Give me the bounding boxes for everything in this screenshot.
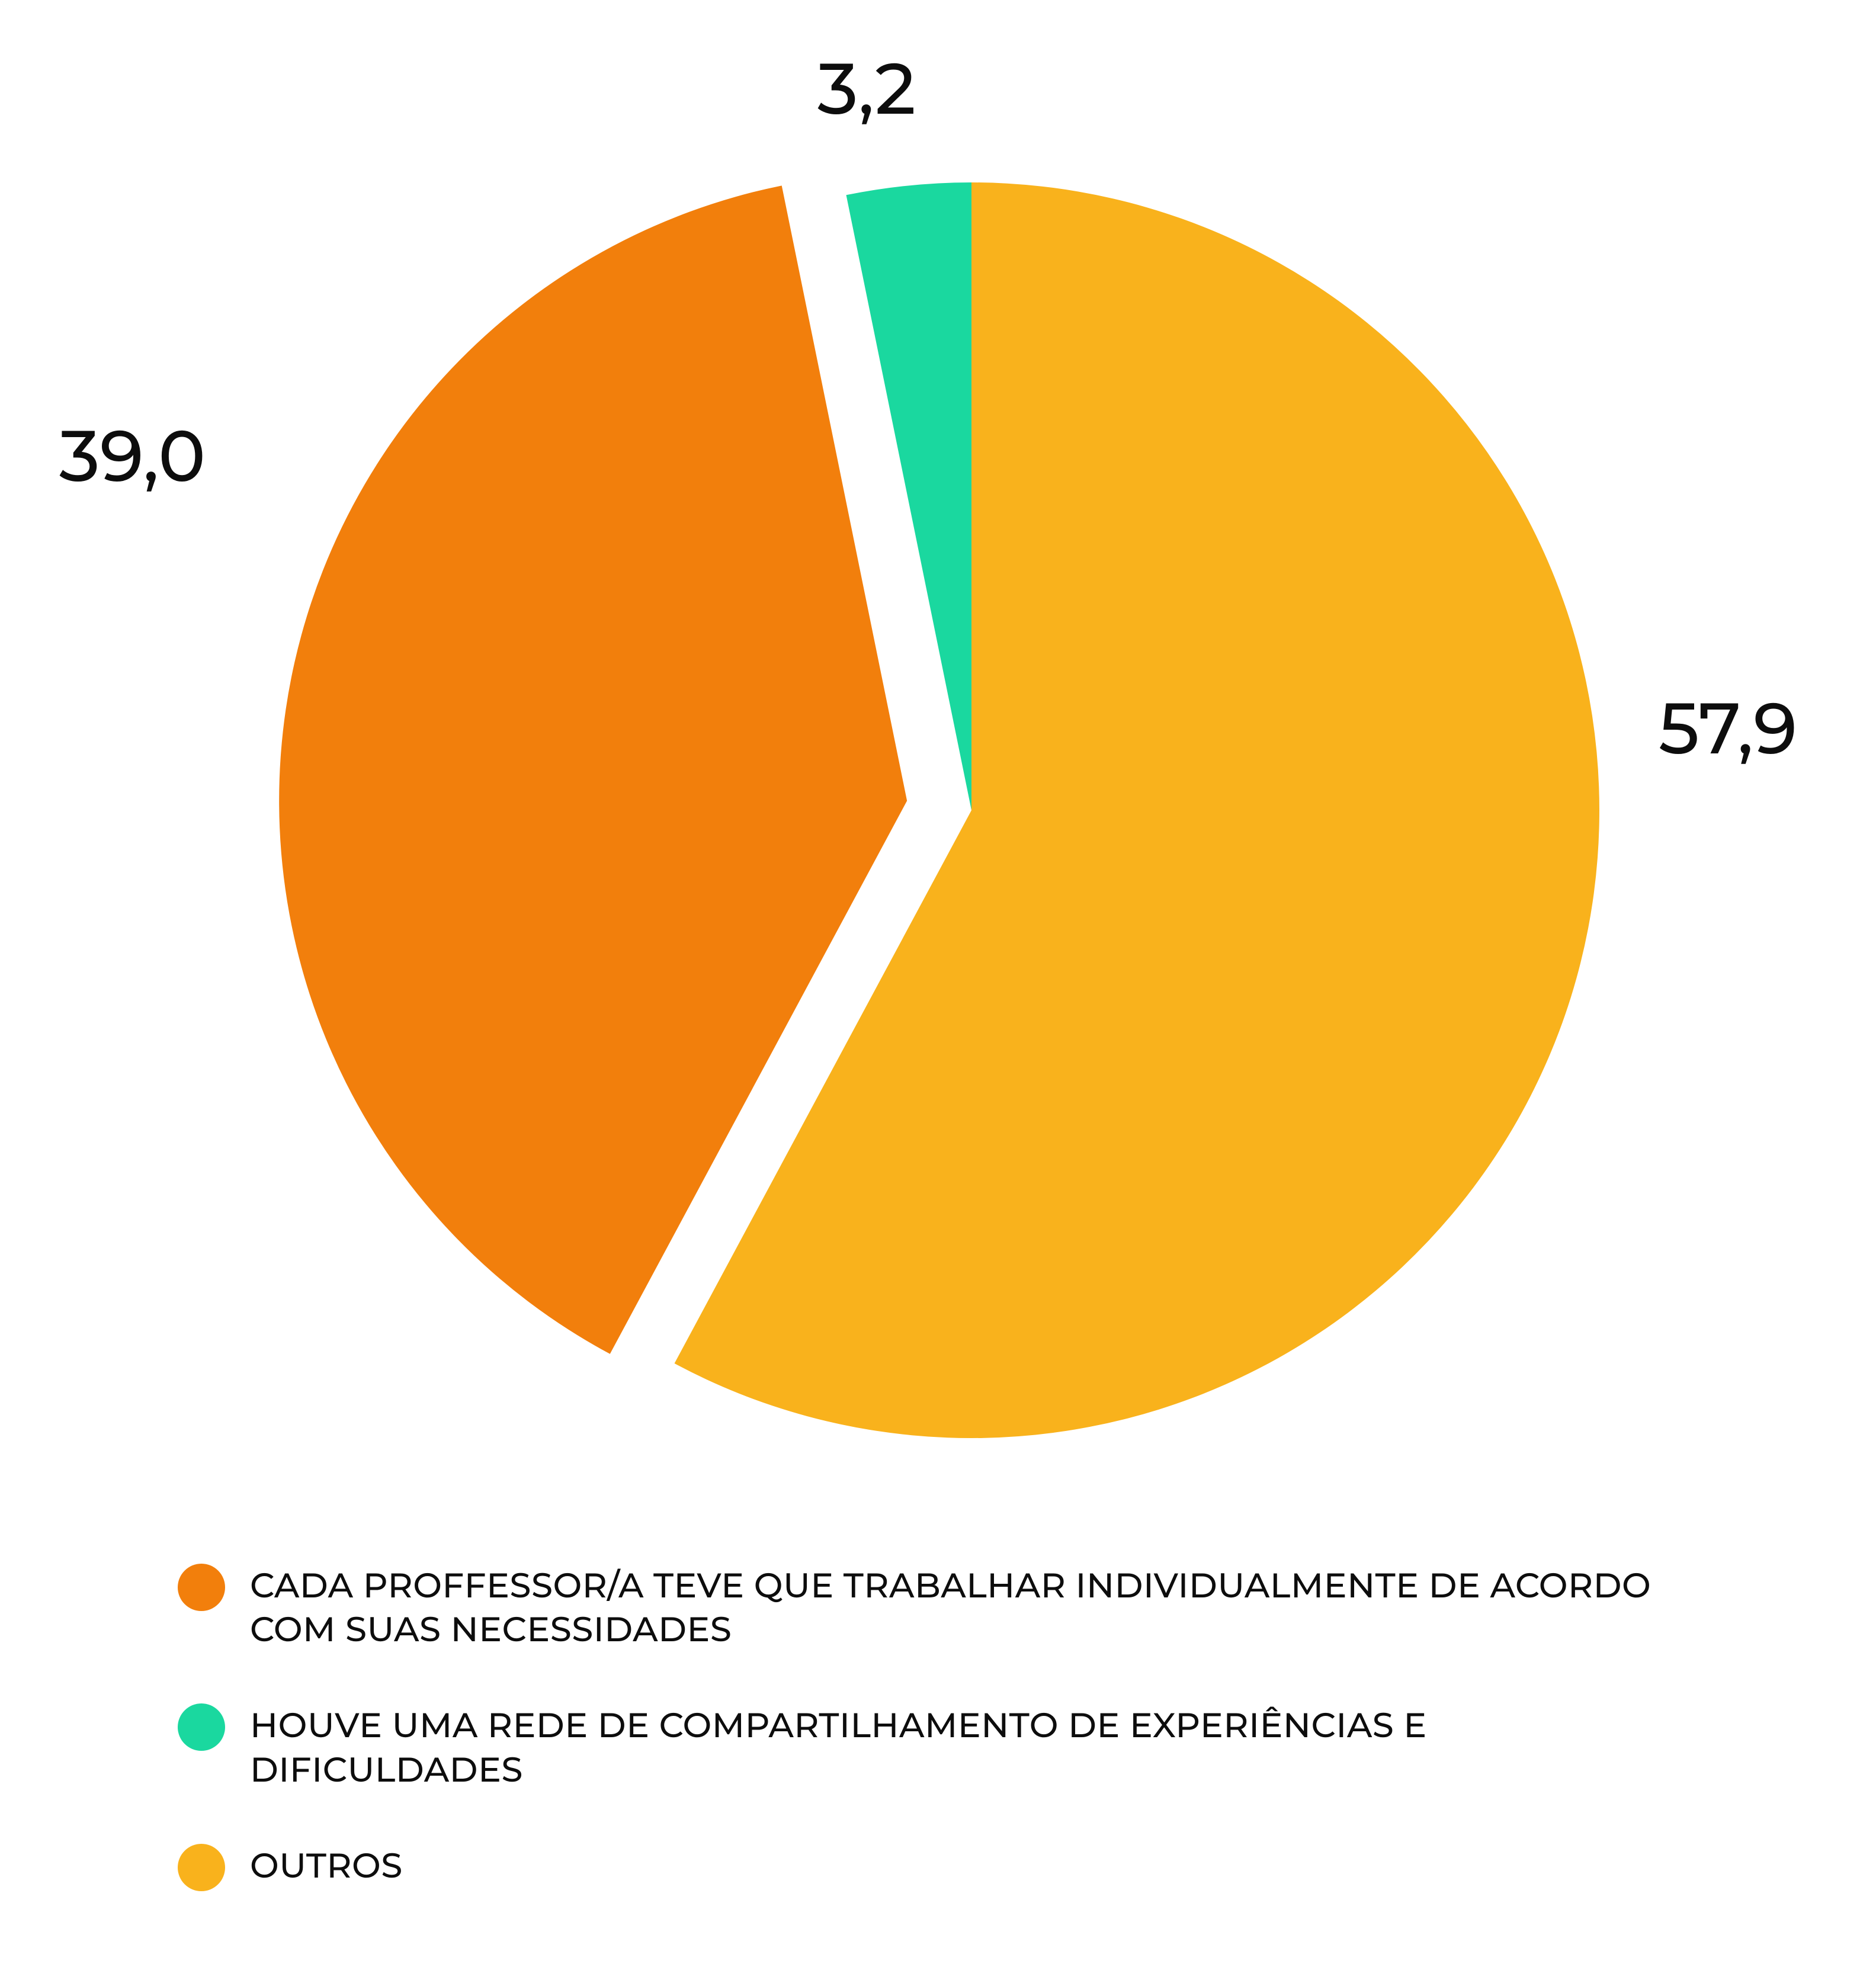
legend-item-outros: OUTROS (178, 1844, 1689, 1891)
legend-item-rede: HOUVE UMA REDE DE COMPARTILHAMENTO DE EX… (178, 1703, 1689, 1791)
pie-chart-figure: 57,9 39,0 3,2 CADA PROFFESSOR/A TEVE QUE… (0, 0, 1876, 1983)
value-label-outros: 57,9 (1659, 693, 1797, 764)
legend-label-outros: OUTROS (250, 1844, 403, 1888)
legend-label-individual: CADA PROFFESSOR/A TEVE QUE TRABALHAR IND… (250, 1564, 1651, 1651)
legend: CADA PROFFESSOR/A TEVE QUE TRABALHAR IND… (178, 1564, 1689, 1891)
legend-swatch-rede (178, 1703, 225, 1751)
legend-swatch-outros (178, 1844, 225, 1891)
legend-label-rede: HOUVE UMA REDE DE COMPARTILHAMENTO DE EX… (250, 1703, 1689, 1791)
value-label-individual: 39,0 (59, 421, 206, 492)
value-label-rede: 3,2 (817, 53, 916, 124)
legend-item-individual: CADA PROFFESSOR/A TEVE QUE TRABALHAR IND… (178, 1564, 1689, 1651)
legend-swatch-individual (178, 1564, 225, 1611)
